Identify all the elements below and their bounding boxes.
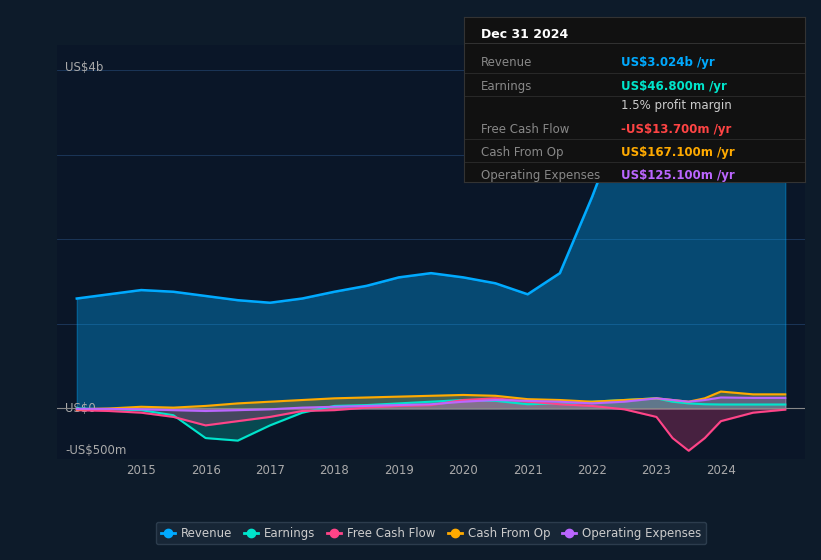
Text: US$167.100m /yr: US$167.100m /yr xyxy=(621,146,734,158)
Text: 1.5% profit margin: 1.5% profit margin xyxy=(621,100,732,113)
Text: Cash From Op: Cash From Op xyxy=(481,146,563,158)
Text: Earnings: Earnings xyxy=(481,80,532,92)
Text: US$125.100m /yr: US$125.100m /yr xyxy=(621,169,734,182)
Text: Dec 31 2024: Dec 31 2024 xyxy=(481,29,568,41)
Text: Revenue: Revenue xyxy=(481,57,532,69)
Text: US$46.800m /yr: US$46.800m /yr xyxy=(621,80,727,92)
Text: US$0: US$0 xyxy=(65,402,96,415)
Legend: Revenue, Earnings, Free Cash Flow, Cash From Op, Operating Expenses: Revenue, Earnings, Free Cash Flow, Cash … xyxy=(156,522,706,544)
Text: Free Cash Flow: Free Cash Flow xyxy=(481,123,569,136)
Text: -US$500m: -US$500m xyxy=(65,444,126,458)
Text: -US$13.700m /yr: -US$13.700m /yr xyxy=(621,123,731,136)
Text: Operating Expenses: Operating Expenses xyxy=(481,169,600,182)
Text: US$4b: US$4b xyxy=(65,62,103,74)
Text: US$3.024b /yr: US$3.024b /yr xyxy=(621,57,714,69)
